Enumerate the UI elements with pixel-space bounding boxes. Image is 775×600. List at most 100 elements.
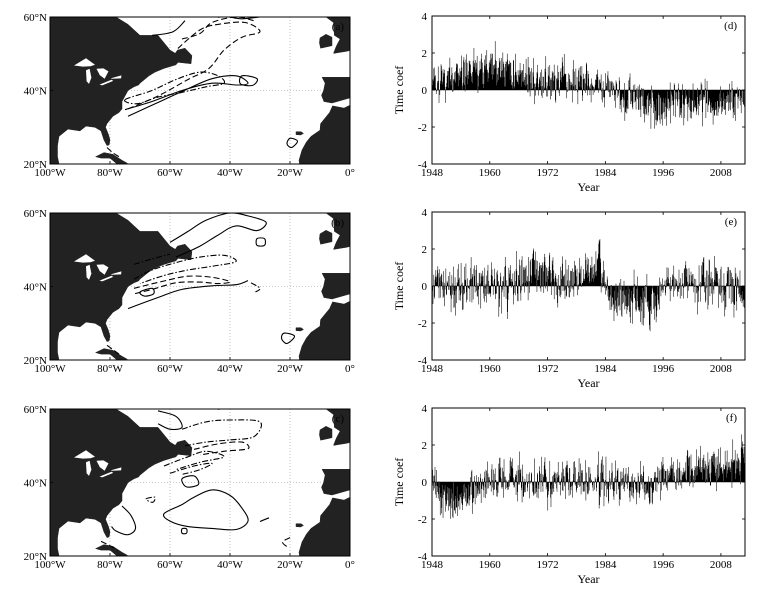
y-tick-label: -2 (418, 122, 427, 134)
lon-tick-label: 60°W (157, 559, 183, 571)
map-area (50, 213, 350, 368)
y-tick-label: 2 (422, 440, 428, 452)
land-mass (319, 230, 333, 245)
great-lake (86, 264, 92, 280)
contour-line (151, 20, 186, 36)
land-mass (325, 213, 350, 250)
y-axis-label: Time coef (392, 458, 406, 507)
contour-line (181, 17, 255, 40)
lon-tick-label: 60°W (157, 167, 183, 179)
lon-tick-label: 100°W (34, 167, 66, 179)
map-area (50, 17, 350, 172)
lon-tick-label: 0° (345, 167, 355, 179)
great-lake (96, 460, 109, 471)
y-tick-label: -4 (418, 551, 428, 563)
contour-line (127, 21, 261, 110)
lon-tick-label: 40°W (217, 167, 243, 179)
x-tick-label: 1948 (421, 363, 444, 375)
lat-tick-label: 60°N (24, 208, 47, 220)
land-mass (50, 409, 183, 556)
land-mass (295, 131, 304, 136)
x-tick-label: 2008 (710, 363, 733, 375)
y-tick-label: 4 (422, 11, 428, 23)
contour-line (255, 237, 267, 247)
great-lake (74, 254, 95, 263)
contour-line (124, 75, 249, 117)
x-axis-label: Year (577, 376, 599, 390)
contour-line (280, 332, 296, 345)
lat-tick-label: 20°N (24, 551, 47, 563)
y-tick-label: 2 (422, 48, 428, 60)
land-mass (172, 243, 193, 260)
land-mass (321, 273, 350, 300)
y-tick-label: 0 (422, 85, 428, 97)
time-coef-bars (432, 239, 745, 332)
contour-line (163, 450, 225, 471)
great-lake (96, 68, 109, 79)
land-mass (127, 361, 145, 368)
land-mass (295, 327, 304, 332)
lon-tick-label: 0° (345, 559, 355, 571)
great-lake (110, 467, 122, 471)
time-coef-bars (432, 41, 745, 129)
panel-label-e: (e) (725, 216, 738, 228)
y-tick-label: 0 (422, 281, 428, 293)
land-mass (127, 557, 145, 564)
contour-line (193, 441, 250, 456)
contour-line (162, 489, 249, 531)
x-tick-label: 1960 (479, 559, 502, 571)
land-mass (298, 104, 350, 164)
land-mass (319, 426, 333, 441)
contour-line (127, 280, 249, 310)
y-tick-label: 2 (422, 244, 428, 256)
land-mass (148, 170, 153, 172)
contour-line (145, 496, 156, 503)
great-lake (86, 68, 92, 84)
contour-line (100, 540, 118, 551)
timeseries-panel-f: 1948 1960 1972 1984 1996 2008 4 2 0 -2 -4 Year Time … (392, 403, 746, 586)
lon-tick-label: 80°W (97, 559, 123, 571)
lon-tick-label: 60°W (157, 363, 183, 375)
panel-label-a: (a) (332, 21, 345, 33)
y-tick-label: 4 (422, 403, 428, 415)
y-tick-label: 0 (422, 477, 428, 489)
lat-tick-label: 40°N (24, 282, 47, 294)
great-lake (110, 75, 122, 79)
contour-line (238, 75, 258, 87)
lon-tick-label: 20°W (277, 559, 303, 571)
great-lake (86, 460, 92, 476)
land-mass (325, 17, 350, 54)
great-lake (96, 264, 109, 275)
lat-tick-label: 60°N (24, 404, 47, 416)
contour-line (286, 137, 299, 149)
great-lake (99, 471, 114, 478)
x-tick-label: 1996 (652, 363, 675, 375)
contour-line (229, 17, 261, 20)
land-mass (298, 300, 350, 360)
y-axis-label: Time coef (392, 66, 406, 115)
land-mass (321, 469, 350, 496)
map-panel-c: 100°W 80°W 60°W 40°W 20°W 0° 60°N 40°N 20°N (c) (24, 404, 355, 571)
lat-tick-label: 40°N (24, 86, 47, 98)
lon-tick-label: 40°W (217, 363, 243, 375)
contour-line (111, 505, 137, 536)
contour-line (259, 517, 270, 523)
contour-line (133, 253, 171, 265)
x-tick-label: 2008 (710, 167, 733, 179)
contour-line (139, 287, 155, 297)
x-tick-label: 1960 (479, 363, 502, 375)
land-mass (94, 152, 129, 164)
y-axis-label: Time coef (392, 262, 406, 311)
land-mass (172, 439, 193, 456)
contour-line (169, 462, 213, 475)
x-tick-label: 1984 (594, 167, 617, 179)
panel-label-b: (b) (331, 217, 344, 229)
y-tick-label: -4 (418, 355, 428, 367)
land-mass (295, 523, 304, 528)
land-mass (148, 366, 153, 368)
x-tick-label: 1972 (537, 167, 559, 179)
x-tick-label: 1948 (421, 167, 444, 179)
map-panel-b: 100°W 80°W 60°W 40°W 20°W 0° 60°N 40°N 20°N (b) (24, 208, 355, 375)
panel-label-c: (c) (332, 413, 345, 425)
